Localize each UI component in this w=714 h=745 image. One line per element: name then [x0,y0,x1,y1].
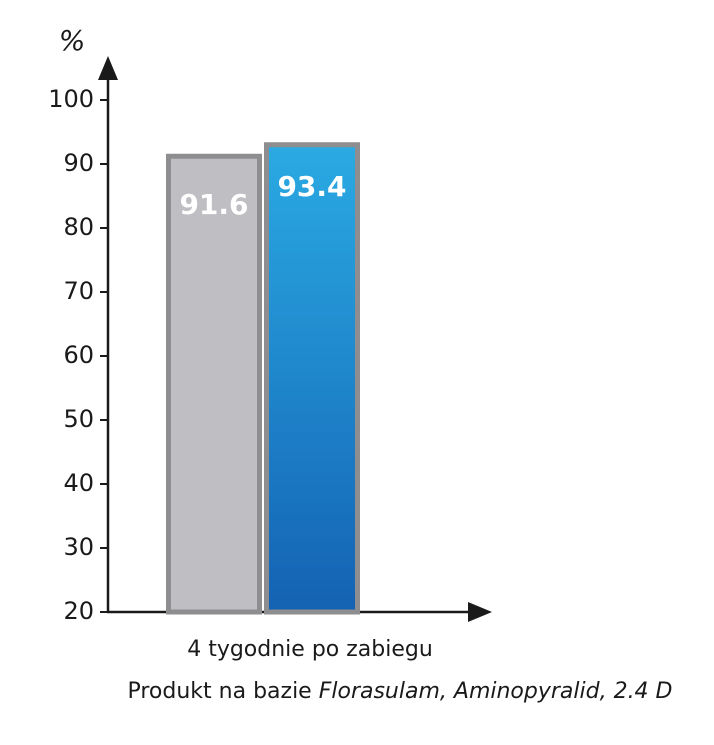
y-tick-label: 30 [63,533,94,561]
y-tick-label: 40 [63,469,94,497]
y-tick-label: 90 [63,149,94,177]
y-tick-label: 60 [63,341,94,369]
caption: Produkt na bazie Florasulam, Aminopyrali… [127,679,672,704]
caption-part: Florasulam, Aminopyralid, 2.4 D [319,679,673,704]
x-tick-label: 4 tygodnie po zabiegu [187,637,433,662]
y-axis-arrow [98,56,118,80]
bar [264,142,360,615]
y-axis-label: % [59,24,86,57]
bar [166,153,262,615]
value-label: 93.4 [277,170,346,203]
y-tick-label: 20 [63,597,94,625]
x-axis-arrow [468,602,492,622]
y-tick-label: 50 [63,405,94,433]
y-tick-label: 80 [63,213,94,241]
caption-part: Produkt na bazie [127,679,318,704]
value-label: 91.6 [179,188,248,221]
y-tick-label: 100 [48,85,94,113]
y-tick-label: 70 [63,277,94,305]
